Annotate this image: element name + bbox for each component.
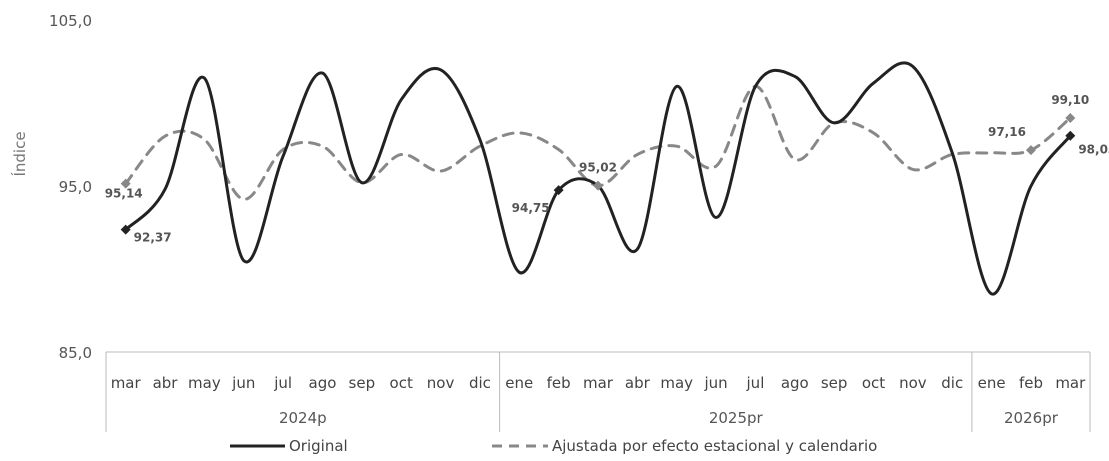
month-label: ene bbox=[505, 374, 533, 392]
month-label: feb bbox=[547, 374, 571, 392]
legend: Original Ajustada por efecto estacional … bbox=[230, 437, 877, 455]
legend-label-original: Original bbox=[289, 437, 348, 455]
month-label: sep bbox=[821, 374, 848, 392]
data-marker bbox=[1065, 130, 1076, 141]
data-label: 92,37 bbox=[134, 231, 172, 245]
month-label: jul bbox=[273, 374, 292, 392]
data-label: 95,14 bbox=[105, 187, 143, 201]
month-label: nov bbox=[899, 374, 927, 392]
y-tick-label: 105,0 bbox=[49, 12, 92, 30]
data-label: 95,02 bbox=[579, 161, 617, 175]
series-layer bbox=[124, 61, 1072, 296]
month-label: jun bbox=[703, 374, 727, 392]
month-label: feb bbox=[1019, 374, 1043, 392]
month-label: may bbox=[660, 374, 693, 392]
data-marker bbox=[1025, 145, 1036, 156]
series-line-original bbox=[124, 61, 1072, 296]
y-tick-label: 95,0 bbox=[59, 178, 92, 196]
y-axis-title: Índice bbox=[10, 131, 29, 176]
month-label: mar bbox=[111, 374, 142, 392]
month-label: oct bbox=[862, 374, 885, 392]
y-axis-ticks: 85,0 95,0 105,0 bbox=[49, 12, 92, 362]
month-label: abr bbox=[153, 374, 179, 392]
data-label: 98,03 bbox=[1078, 143, 1109, 157]
data-marker bbox=[120, 224, 131, 235]
year-label: 2026pr bbox=[1004, 409, 1059, 427]
legend-label-adjusted: Ajustada por efecto estacional y calenda… bbox=[552, 437, 877, 455]
y-tick-label: 85,0 bbox=[59, 344, 92, 362]
data-marker bbox=[120, 178, 131, 189]
month-label: dic bbox=[469, 374, 491, 392]
data-label: 97,16 bbox=[988, 125, 1026, 139]
month-label: oct bbox=[390, 374, 413, 392]
month-label: jun bbox=[231, 374, 255, 392]
month-label: jul bbox=[746, 374, 765, 392]
data-marker bbox=[553, 185, 564, 196]
x-axis: mar abr may jun jul ago sep oct nov dic ene feb mar a… bbox=[105, 351, 1091, 432]
month-label: sep bbox=[349, 374, 376, 392]
data-marker bbox=[1065, 112, 1076, 123]
month-label: dic bbox=[941, 374, 963, 392]
data-marker bbox=[593, 180, 603, 191]
month-label: mar bbox=[1055, 374, 1086, 392]
month-label: ago bbox=[781, 374, 809, 392]
month-label: abr bbox=[625, 374, 651, 392]
month-label: ago bbox=[309, 374, 337, 392]
data-labels: 95,14 92,37 94,75 95,02 97,16 99,10 98,03 bbox=[105, 93, 1109, 245]
data-label: 99,10 bbox=[1051, 93, 1089, 107]
month-label: mar bbox=[583, 374, 614, 392]
year-label: 2025pr bbox=[709, 409, 764, 427]
month-label: nov bbox=[427, 374, 455, 392]
data-label: 94,75 bbox=[512, 201, 550, 215]
month-label: may bbox=[188, 374, 221, 392]
year-label: 2024p bbox=[279, 409, 327, 427]
month-label: ene bbox=[978, 374, 1006, 392]
